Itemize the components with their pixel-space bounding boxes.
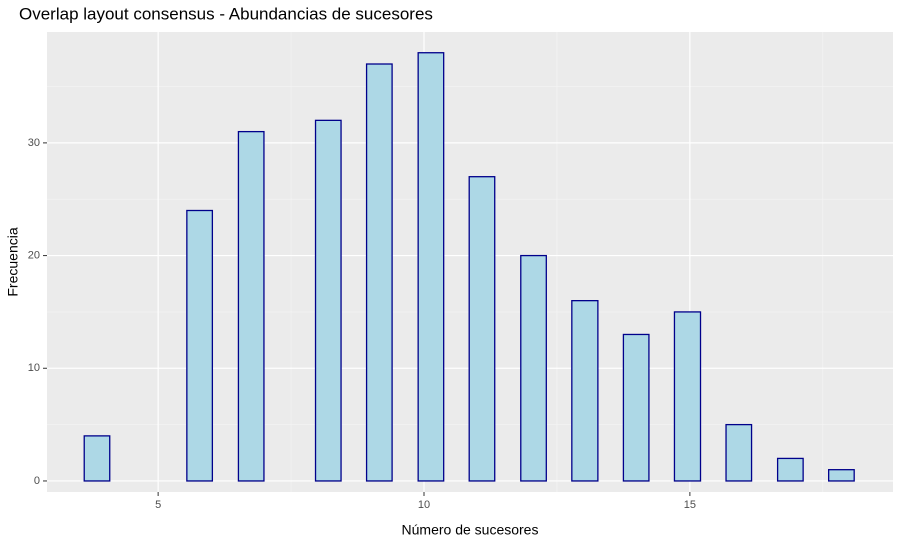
x-tick-label: 5: [155, 499, 161, 511]
histogram-bar: [83, 435, 111, 482]
histogram-bar: [314, 119, 342, 482]
histogram-bar: [673, 311, 702, 482]
histogram-bar: [237, 130, 265, 482]
y-axis-title: Frecuencia: [5, 227, 21, 296]
histogram-bar: [725, 423, 753, 482]
x-tick-label: 10: [418, 499, 430, 511]
chart-title: Overlap layout consensus - Abundancias d…: [19, 4, 433, 23]
y-tick-label: 10: [28, 362, 40, 374]
histogram-bar: [571, 300, 599, 482]
histogram-bar: [365, 63, 393, 482]
x-axis-title: Número de sucesores: [402, 522, 539, 538]
histogram-bar: [828, 469, 855, 482]
y-tick-label: 30: [28, 137, 40, 149]
histogram-bar: [520, 254, 547, 482]
histogram-bar: [468, 176, 496, 482]
histogram-bar: [417, 52, 445, 482]
y-tick-label: 20: [28, 249, 40, 261]
y-tick-label: 0: [34, 475, 40, 487]
histogram-bar: [622, 333, 650, 482]
histogram-bar: [186, 209, 214, 482]
x-tick-label: 15: [684, 499, 696, 511]
histogram-bar: [776, 457, 804, 482]
